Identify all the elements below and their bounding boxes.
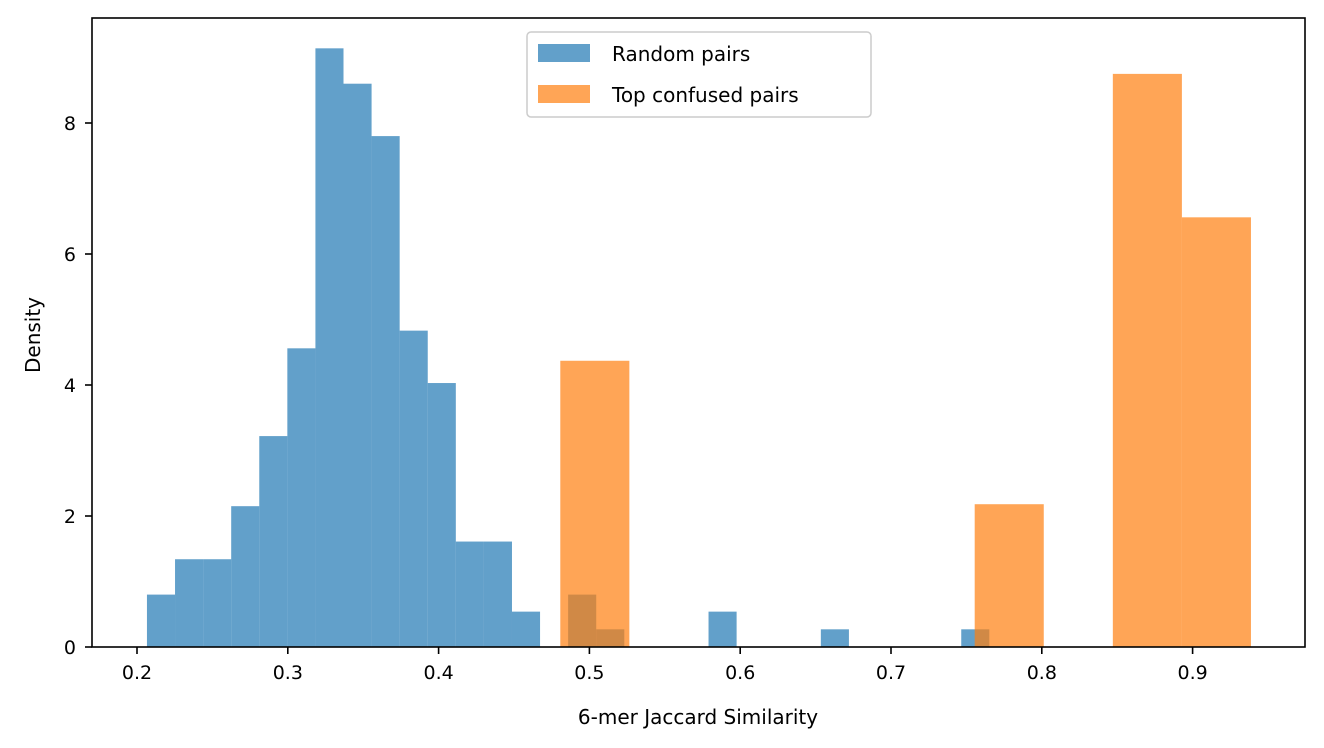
- x-tick-label: 0.5: [574, 662, 604, 684]
- x-tick-label: 0.2: [122, 662, 152, 684]
- y-tick-label: 4: [64, 375, 76, 397]
- bars-layer: [146, 48, 1251, 647]
- x-axis: 0.2 0.3 0.4 0.5 0.6 0.7 0.8 0.9: [122, 647, 1208, 684]
- y-axis: 0 2 4 6 8: [64, 113, 92, 659]
- x-tick-label: 0.7: [876, 662, 906, 684]
- bar-random-7: [343, 83, 372, 647]
- x-tick-label: 0.3: [273, 662, 303, 684]
- bar-random-24: [820, 629, 849, 647]
- bar-random-8: [371, 136, 400, 647]
- bar-random-6: [315, 48, 344, 647]
- plot-frame: [91, 17, 1306, 648]
- bar-random-20: [708, 611, 737, 647]
- bar-random-5: [287, 348, 316, 647]
- bar-random-0: [146, 594, 176, 647]
- y-axis-label: Density: [21, 297, 45, 373]
- x-tick-label: 0.8: [1027, 662, 1057, 684]
- bar-random-12: [483, 541, 512, 647]
- x-tick-label: 0.6: [725, 662, 755, 684]
- bar-random-2: [203, 559, 232, 647]
- x-tick-label: 0.9: [1177, 662, 1207, 684]
- bar-random-1: [175, 559, 204, 647]
- bar-random-3: [231, 506, 260, 647]
- x-axis-label: 6-mer Jaccard Similarity: [578, 705, 818, 729]
- bar-random-9: [399, 330, 428, 647]
- x-tick-label: 0.4: [423, 662, 453, 684]
- y-tick-label: 2: [64, 506, 76, 528]
- bar-random-4: [259, 436, 288, 647]
- bar-random-10: [427, 383, 456, 647]
- bar-random-11: [455, 541, 484, 647]
- y-tick-label: 8: [64, 113, 76, 135]
- bar-top-confused-6: [974, 504, 1044, 647]
- y-tick-label: 6: [64, 244, 76, 266]
- legend: Random pairs Top confused pairs: [526, 31, 872, 118]
- bar-random-13: [511, 611, 541, 647]
- legend-swatch-random: [538, 44, 590, 62]
- bar-top-confused-8: [1112, 73, 1182, 647]
- bar-top-confused-9: [1181, 217, 1251, 647]
- bar-top-confused-0: [560, 360, 630, 647]
- legend-label-top-confused: Top confused pairs: [611, 83, 799, 107]
- legend-label-random: Random pairs: [612, 42, 750, 66]
- legend-swatch-top-confused: [538, 85, 590, 103]
- legend-box: [526, 31, 872, 118]
- y-tick-label: 0: [64, 637, 76, 659]
